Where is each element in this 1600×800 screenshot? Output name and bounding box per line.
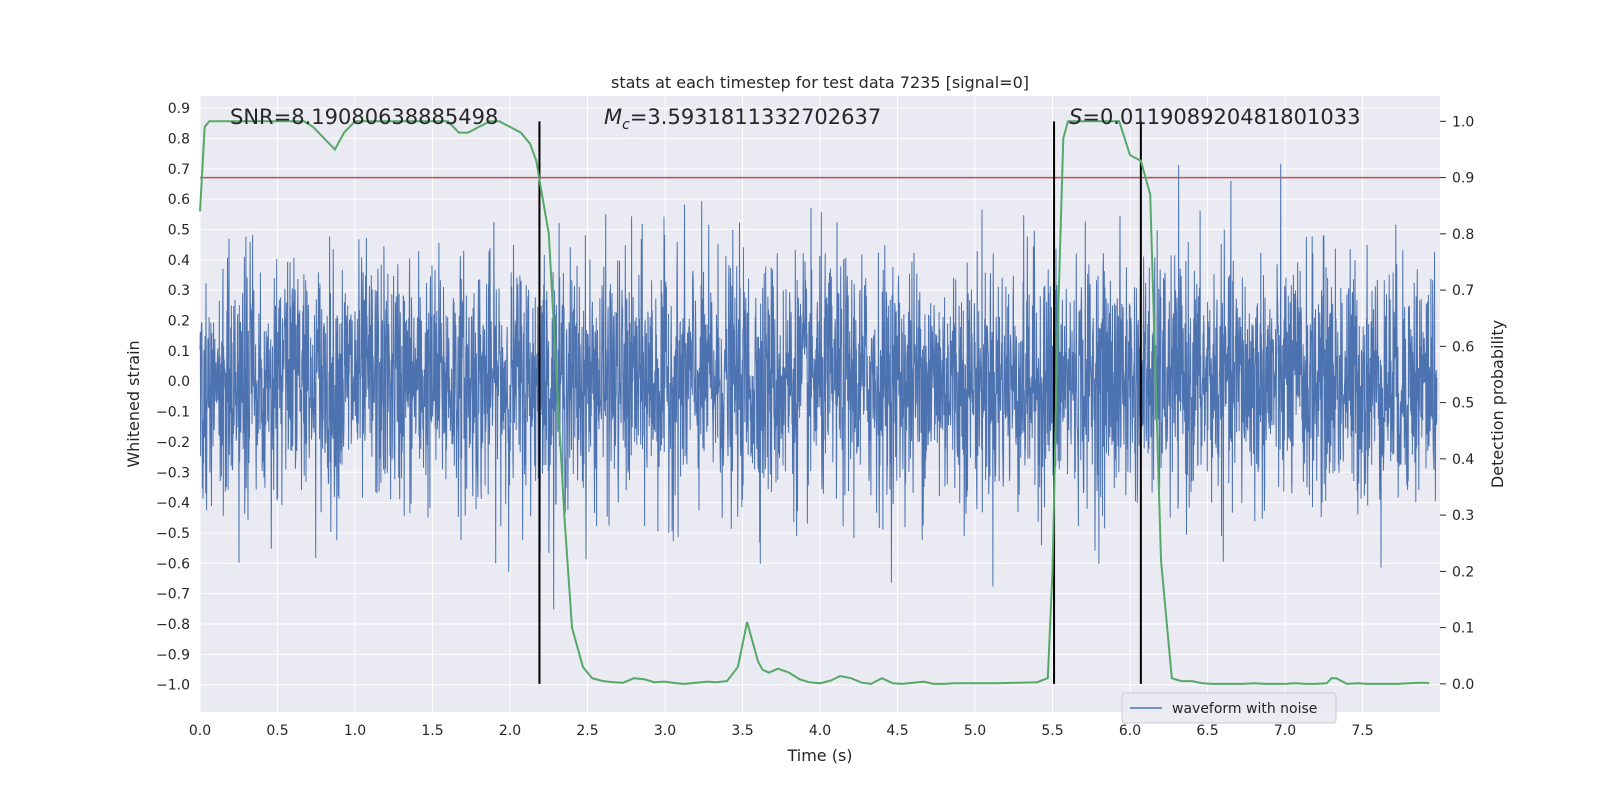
y-tick-label: 0.9 <box>168 101 190 117</box>
x-tick-label: 6.5 <box>1196 723 1218 739</box>
s-value: =0.011908920481801033 <box>1082 105 1360 129</box>
y-tick-label: −0.4 <box>156 496 190 512</box>
x-tick-label: 0.0 <box>189 723 211 739</box>
chirp-mass-subscript: c <box>622 117 630 133</box>
y2-axis-label: Detection probability <box>1488 320 1507 488</box>
x-tick-label: 3.5 <box>731 723 753 739</box>
snr-annotation: SNR=8.19080638885498 <box>230 105 498 129</box>
x-tick-label: 4.0 <box>809 723 831 739</box>
x-tick-label: 1.5 <box>421 723 443 739</box>
y2-ticks: 1.0 0.9 0.8 0.7 0.6 0.5 0.4 0.3 0.2 0.1 0.0 <box>1440 114 1474 693</box>
y2-tick-label: 1.0 <box>1452 114 1474 130</box>
y2-tick-label: 0.1 <box>1452 621 1474 637</box>
y-tick-label: −0.3 <box>156 465 190 481</box>
y2-tick-label: 0.0 <box>1452 677 1474 693</box>
y2-tick-label: 0.4 <box>1452 452 1474 468</box>
y-axis-label: Whitened strain <box>124 340 143 467</box>
chirp-mass-value: =3.5931811332702637 <box>630 105 881 129</box>
s-annotation: S=0.011908920481801033 <box>1069 105 1360 129</box>
y-tick-label: 0.7 <box>168 162 190 178</box>
chart-title: stats at each timestep for test data 723… <box>611 73 1029 92</box>
y2-tick-label: 0.2 <box>1452 564 1474 580</box>
y-tick-label: −0.6 <box>156 556 190 572</box>
x-tick-label: 7.5 <box>1351 723 1373 739</box>
y-tick-label: 0.3 <box>168 283 190 299</box>
y-tick-label: 0.5 <box>168 223 190 239</box>
y-tick-label: −0.9 <box>156 647 190 663</box>
legend-box <box>1121 692 1337 724</box>
waveform-series-line <box>199 163 1438 610</box>
y-tick-label: 0.1 <box>168 344 190 360</box>
y-tick-label: 0.2 <box>168 314 190 330</box>
y-tick-label: −0.5 <box>156 526 190 542</box>
x-tick-label: 5.0 <box>964 723 986 739</box>
x-tick-label: 0.5 <box>266 723 288 739</box>
y-tick-label: −1.0 <box>156 678 190 694</box>
y-tick-label: −0.2 <box>156 435 190 451</box>
vertical-lines-group <box>538 121 1142 684</box>
overlay-layer <box>199 120 1440 685</box>
y2-tick-label: 0.8 <box>1452 227 1474 243</box>
x-tick-label: 6.0 <box>1119 723 1141 739</box>
y-ticks: 0.9 0.8 0.7 0.6 0.5 0.4 0.3 0.2 0.1 0.0 −0.1 −0.2 −0… <box>156 101 190 694</box>
detection-probability-line <box>199 120 1430 685</box>
chirp-mass-symbol: M <box>604 105 622 129</box>
x-tick-label: 4.5 <box>886 723 908 739</box>
x-axis-label: Time (s) <box>786 746 852 765</box>
y-tick-label: −0.7 <box>156 587 190 603</box>
y2-tick-label: 0.7 <box>1452 283 1474 299</box>
x-tick-label: 1.0 <box>344 723 366 739</box>
y2-tick-label: 0.5 <box>1452 396 1474 412</box>
x-ticks: 0.0 0.5 1.0 1.5 2.0 2.5 3.0 3.5 4.0 4.5 5.0 5.5 6.0 6… <box>189 723 1374 739</box>
x-tick-label: 2.5 <box>576 723 598 739</box>
x-tick-label: 5.5 <box>1041 723 1063 739</box>
y-tick-label: 0.0 <box>168 374 190 390</box>
y2-tick-label: 0.3 <box>1452 508 1474 524</box>
y-tick-label: 0.8 <box>168 131 190 147</box>
x-tick-label: 3.0 <box>654 723 676 739</box>
s-symbol: S <box>1069 105 1082 129</box>
y-tick-label: −0.1 <box>156 405 190 421</box>
x-tick-label: 7.0 <box>1274 723 1296 739</box>
y-tick-label: 0.6 <box>168 192 190 208</box>
legend-label: waveform with noise <box>1172 701 1317 717</box>
x-tick-label: 2.0 <box>499 723 521 739</box>
y2-tick-label: 0.6 <box>1452 339 1474 355</box>
y2-tick-label: 0.9 <box>1452 171 1474 187</box>
legend: waveform with noise <box>1121 692 1337 724</box>
y-tick-label: 0.4 <box>168 253 190 269</box>
series-layer <box>199 163 1438 610</box>
y-tick-label: −0.8 <box>156 617 190 633</box>
chirp-mass-annotation: Mc=3.5931811332702637 <box>604 105 881 133</box>
